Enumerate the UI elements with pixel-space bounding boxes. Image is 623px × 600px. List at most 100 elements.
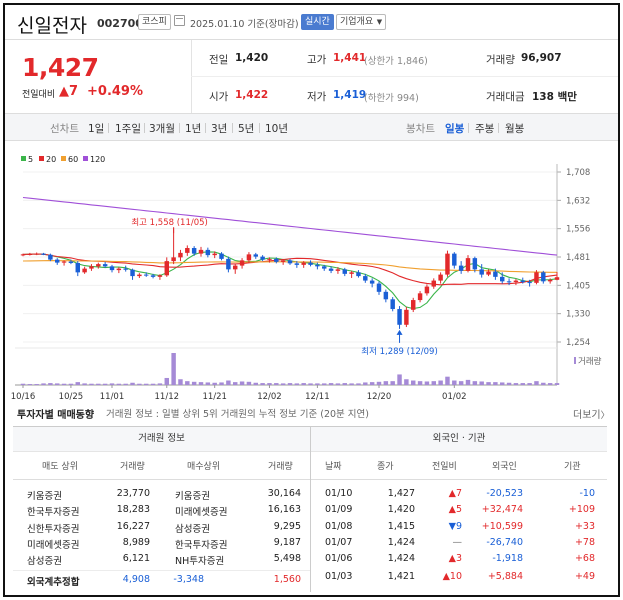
broker-name[interactable]: 키움증권 [175, 491, 210, 502]
x-tick-label: 11/01 [100, 392, 125, 402]
legend-label: 120 [90, 155, 106, 164]
volume-bar [369, 382, 375, 385]
broker-name[interactable]: 미래에셋증권 [175, 507, 228, 518]
candle-body [280, 260, 286, 262]
volume-bar [404, 379, 409, 385]
candle-body [541, 272, 546, 282]
flow-change: ▲3 [448, 553, 462, 564]
candle-body [178, 252, 183, 258]
candle-body [315, 264, 320, 267]
high-label: 고가 [307, 54, 327, 66]
tab-monthly[interactable]: 월봉 [505, 123, 525, 135]
broker-name[interactable]: 미래에셋증권 [27, 540, 80, 551]
tab-line-chart[interactable]: 선차트 [50, 123, 79, 135]
panel-divider [310, 426, 311, 592]
tab-period-1w[interactable]: 1주일 [115, 123, 142, 135]
x-tick-label: 10/25 [59, 392, 84, 402]
broker-name[interactable]: 삼성증권 [27, 556, 62, 567]
candle-body [130, 269, 135, 277]
flow-change: ▲10 [442, 571, 462, 582]
broker-name[interactable]: 신한투자증권 [27, 524, 80, 535]
x-tick-label: 12/11 [305, 392, 330, 402]
flow-close: 1,420 [387, 504, 415, 515]
broker-name[interactable]: 한국투자증권 [27, 507, 80, 518]
broker-name[interactable]: NH투자증권 [175, 556, 225, 567]
candle-body [287, 260, 293, 264]
volume-bar [185, 381, 190, 385]
candle-body [233, 265, 238, 270]
tab-period-3m[interactable]: 3개월 [149, 123, 176, 135]
volume-bar [239, 381, 245, 385]
tab-period-5y[interactable]: 5년 [238, 123, 255, 135]
candle-body [527, 282, 532, 284]
broker-name[interactable]: 삼성증권 [175, 524, 210, 535]
volume-bar [315, 383, 320, 385]
tab-weekly[interactable]: 주봉 [475, 123, 495, 135]
stock-name[interactable]: 신일전자 [17, 15, 87, 37]
volume-bar [520, 383, 525, 385]
x-tick-label: 12/02 [257, 392, 282, 402]
volume-bar [376, 381, 382, 385]
foreign-total-label: 외국계추정합 [27, 577, 80, 588]
candle-body [328, 268, 334, 271]
candle-body [356, 272, 361, 277]
foreign-total-value: 4,908 [122, 574, 150, 585]
low-value: 1,419 [333, 89, 367, 101]
corp-overview-button[interactable]: 기업개요 ▼ [336, 14, 387, 30]
candle-body [534, 272, 539, 283]
change-value: ▲7 [59, 84, 79, 99]
flow-institution: +68 [574, 553, 595, 564]
chevron-down-icon: ▼ [376, 18, 383, 26]
candle-body [123, 268, 128, 270]
stock-widget: 신일전자 002700 코스피 2025.01.10 기준(장마감) 실시간 기… [3, 3, 620, 597]
candle-body [520, 280, 525, 283]
tab-daily[interactable]: 일봉 [445, 123, 465, 135]
volume-bar [534, 381, 539, 385]
legend-item-5: 5 [21, 155, 33, 164]
broker-col-header: 거래량 [268, 462, 293, 472]
volume-bar [267, 383, 272, 385]
tab-separator [205, 123, 206, 133]
broker-volume: 9,187 [273, 537, 301, 548]
candle-body [198, 249, 204, 254]
flow-close: 1,424 [387, 537, 415, 548]
divider [13, 570, 310, 571]
volume-bar [233, 382, 238, 385]
volume-bar [486, 382, 491, 385]
tab-period-10y[interactable]: 10년 [265, 123, 289, 135]
tab-period-3y[interactable]: 3년 [211, 123, 228, 135]
flow-institution: -10 [579, 488, 595, 499]
candle-body [465, 258, 471, 271]
volume-bar [164, 377, 169, 385]
volume-bar [308, 383, 313, 385]
tab-period-1y[interactable]: 1년 [185, 123, 202, 135]
more-link[interactable]: 더보기〉 [573, 406, 610, 421]
candle-body [260, 256, 265, 260]
low-arrow-icon [396, 329, 403, 335]
tab-candle-chart[interactable]: 봉차트 [406, 123, 435, 135]
candle-body [301, 262, 306, 265]
high-annotation: 최고 1,558 (11/05) [131, 217, 208, 228]
tab-period-1d[interactable]: 1일 [88, 123, 105, 135]
price-chart[interactable]: 1,708 1,632 1,556 1,481 1,405 1,330 1,254 거래량 10… [5, 145, 618, 403]
flow-foreign: +5,884 [487, 571, 523, 582]
realtime-button[interactable]: 실시간 [301, 14, 334, 30]
investor-section-title: 투자자별 매매동향 [17, 410, 95, 421]
candle-body [445, 253, 450, 275]
volume-bar [198, 382, 204, 385]
volume-bar [48, 383, 53, 385]
candle-body [102, 264, 108, 267]
volume-bar [137, 383, 142, 385]
candle-body [55, 259, 60, 263]
volume-bar [178, 379, 183, 385]
broker-name[interactable]: 한국투자증권 [175, 540, 228, 551]
high-value: 1,441 [333, 52, 367, 64]
divider [191, 76, 618, 77]
broker-name[interactable]: 키움증권 [27, 491, 62, 502]
candle-body [27, 254, 33, 256]
stock-code: 002700 [97, 17, 143, 30]
volume-bar [390, 381, 395, 385]
flow-date: 01/03 [325, 571, 353, 582]
legend-label: 60 [68, 155, 79, 164]
candle-body [500, 276, 505, 282]
